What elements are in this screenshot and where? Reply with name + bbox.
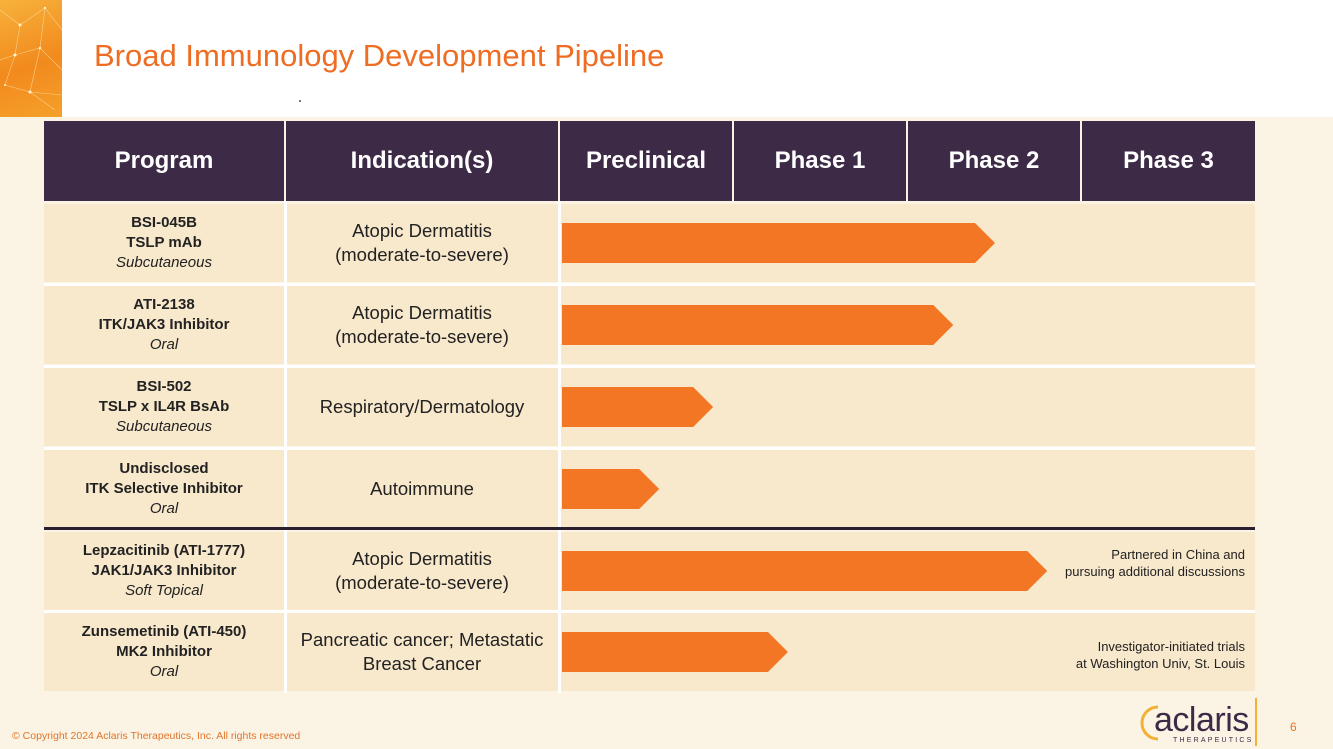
note-line: Investigator-initiated trials [1097,639,1245,654]
indication-line: Respiratory/Dermatology [319,396,525,417]
indication-cell: Autoimmune [286,450,558,528]
header-preclinical: Preclinical [560,121,732,201]
progress-arrow [562,469,660,509]
row-divider [44,283,1255,286]
program-target: ITK/JAK3 Inhibitor [98,316,230,333]
stray-dot [299,100,301,102]
indication-line: Pancreatic cancer; Metastatic [300,629,544,650]
note-line: Partnered in China and [1111,547,1245,562]
decorative-network-image [0,0,62,117]
indication-line: (moderate-to-severe) [335,244,509,265]
indication-line: Autoimmune [370,478,474,499]
copyright-footer: © Copyright 2024 Aclaris Therapeutics, I… [12,730,301,742]
indication-cell: Respiratory/Dermatology [286,368,558,446]
footer-separator [1255,698,1257,746]
program-name: BSI-502 [136,378,192,395]
program-route: Subcutaneous [116,254,212,271]
program-target: ITK Selective Inhibitor [85,480,243,497]
program-name: BSI-045B [131,214,197,231]
program-route: Oral [149,500,179,517]
program-cell: Undisclosed ITK Selective Inhibitor Oral [44,450,284,528]
program-cell: BSI-502 TSLP x IL4R BsAb Subcutaneous [44,368,284,446]
indication-cell: Atopic Dermatitis (moderate-to-severe) [286,204,558,282]
logo-wordmark: aclaris [1154,701,1249,739]
indication-cell: Pancreatic cancer; Metastatic Breast Can… [286,613,558,691]
progress-arrow [562,387,714,427]
program-cell: BSI-045B TSLP mAb Subcutaneous [44,204,284,282]
note-line: at Washington Univ, St. Louis [1075,656,1245,671]
program-cell: Lepzacitinib (ATI-1777) JAK1/JAK3 Inhibi… [44,532,284,610]
program-name: Zunsemetinib (ATI-450) [81,623,247,640]
indication-line: (moderate-to-severe) [335,326,509,347]
page-title: Broad Immunology Development Pipeline [94,38,665,73]
program-name: Undisclosed [119,460,209,477]
program-cell: ATI-2138 ITK/JAK3 Inhibitor Oral [44,286,284,364]
partner-note: Partnered in China and pursuing addition… [1065,546,1245,580]
header-band [0,0,1333,117]
section-divider [44,527,1255,530]
program-target: TSLP mAb [126,234,202,251]
progress-arrow [562,551,1048,591]
program-route: Soft Topical [125,582,203,599]
header-phase-1: Phase 1 [734,121,906,201]
trial-note: Investigator-initiated trials at Washing… [1076,638,1245,672]
program-name: Lepzacitinib (ATI-1777) [82,542,246,559]
program-target: TSLP x IL4R BsAb [98,398,230,415]
program-route: Oral [149,336,179,353]
indication-line: Atopic Dermatitis [352,220,492,241]
indication-line: Atopic Dermatitis [352,548,492,569]
indication-cell: Atopic Dermatitis (moderate-to-severe) [286,286,558,364]
note-line: pursuing additional discussions [1065,564,1245,579]
progress-arrow [562,223,995,263]
row-divider [44,365,1255,368]
indication-line: Breast Cancer [362,653,482,674]
program-route: Subcutaneous [116,418,212,435]
header-phase-3: Phase 3 [1082,121,1255,201]
progress-arrows [562,223,1048,672]
program-target: JAK1/JAK3 Inhibitor [91,562,237,579]
indication-line: Atopic Dermatitis [352,302,492,323]
pipeline-table: Program Indication(s) Preclinical Phase … [44,121,1255,693]
progress-arrow [562,632,788,672]
progress-arrow [562,305,954,345]
program-target: MK2 Inhibitor [116,643,212,660]
row-divider [44,447,1255,450]
header-indication: Indication(s) [286,121,558,201]
program-route: Oral [149,663,179,680]
logo-subtitle: THERAPEUTICS [1173,737,1254,744]
logo-arc-icon [1140,705,1159,741]
aclaris-logo: aclaris THERAPEUTICS [1140,700,1251,746]
header-program: Program [44,121,284,201]
program-name: ATI-2138 [133,296,195,313]
row-divider [44,610,1255,613]
page-number: 6 [1290,720,1297,734]
header-phase-2: Phase 2 [908,121,1080,201]
indication-line: (moderate-to-severe) [335,572,509,593]
indication-cell: Atopic Dermatitis (moderate-to-severe) [286,532,558,610]
program-cell: Zunsemetinib (ATI-450) MK2 Inhibitor Ora… [44,613,284,691]
